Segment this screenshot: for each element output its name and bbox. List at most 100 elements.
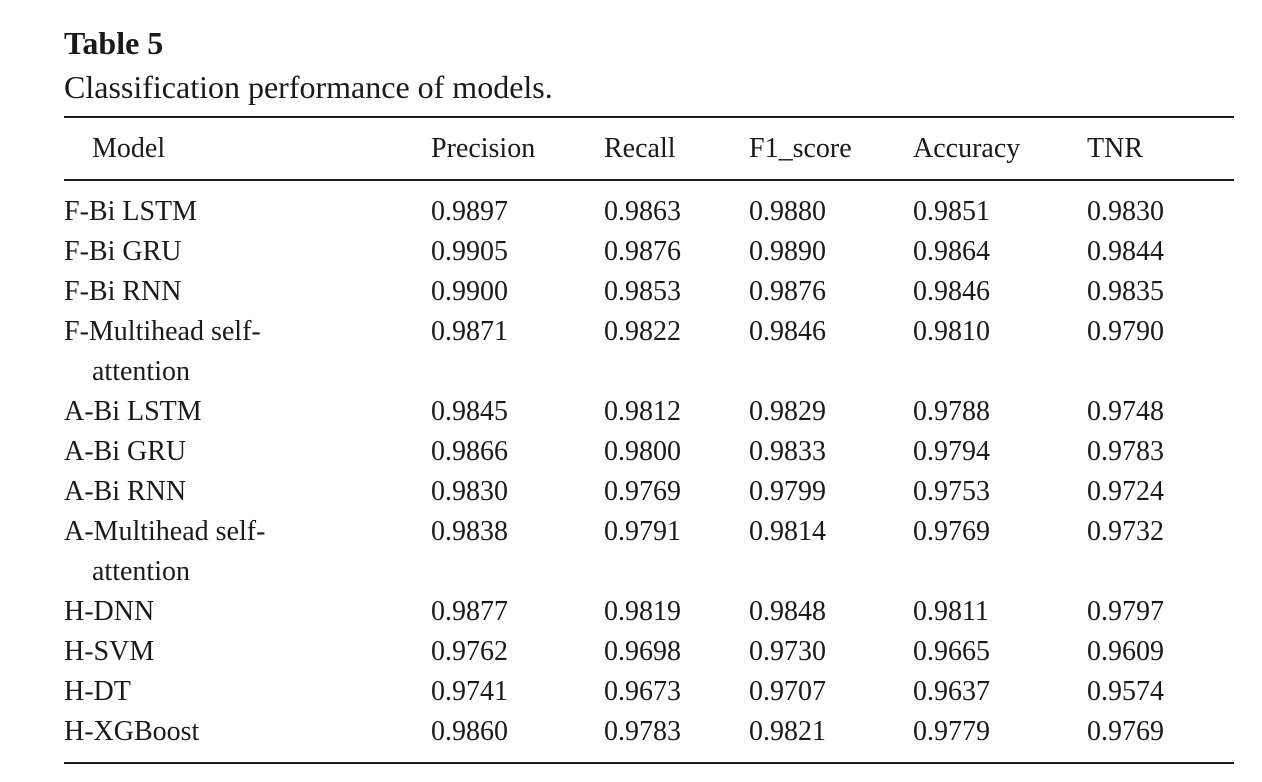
table-row: F-Multihead self-attention 0.9871 0.9822 0.… xyxy=(64,312,1234,392)
table-row: H-SVM 0.9762 0.9698 0.9730 0.9665 0.9609 xyxy=(64,632,1234,672)
cell-precision: 0.9900 xyxy=(431,276,508,307)
table-row: F-Bi RNN 0.9900 0.9853 0.9876 0.9846 0.9835 xyxy=(64,272,1234,312)
cell-accuracy: 0.9637 xyxy=(913,676,990,707)
cell-precision: 0.9838 xyxy=(431,516,508,547)
cell-recall: 0.9819 xyxy=(604,596,681,627)
cell-model: H-DNN xyxy=(64,592,431,632)
cell-model: H-SVM xyxy=(64,632,431,672)
cell-tnr: 0.9844 xyxy=(1087,236,1164,267)
cell-precision: 0.9860 xyxy=(431,716,508,747)
column-header-tnr: TNR xyxy=(1087,133,1143,164)
model-name-line: F-Bi LSTM xyxy=(64,196,198,227)
cell-accuracy: 0.9846 xyxy=(913,276,990,307)
table-row: H-DT 0.9741 0.9673 0.9707 0.9637 0.9574 xyxy=(64,672,1234,712)
table-caption: Classification performance of models. xyxy=(64,69,553,105)
column-header-accuracy: Accuracy xyxy=(913,133,1021,164)
cell-precision: 0.9897 xyxy=(431,196,508,227)
table-row: A-Bi GRU 0.9866 0.9800 0.9833 0.9794 0.9783 xyxy=(64,432,1234,472)
cell-accuracy: 0.9788 xyxy=(913,396,990,427)
cell-recall: 0.9769 xyxy=(604,476,681,507)
table-row: H-XGBoost 0.9860 0.9783 0.9821 0.9779 0.9769 xyxy=(64,712,1234,762)
column-header-precision: Precision xyxy=(431,133,536,164)
model-name-line: F-Multihead self- xyxy=(64,316,261,347)
cell-f1-score: 0.9814 xyxy=(749,516,826,547)
cell-model: A-Bi RNN xyxy=(64,472,431,512)
model-name-line: A-Bi GRU xyxy=(64,436,187,467)
cell-model: A-Bi LSTM xyxy=(64,392,431,432)
cell-recall: 0.9863 xyxy=(604,196,681,227)
cell-precision: 0.9741 xyxy=(431,676,508,707)
table-row: H-DNN 0.9877 0.9819 0.9848 0.9811 0.9797 xyxy=(64,592,1234,632)
cell-f1-score: 0.9848 xyxy=(749,596,826,627)
cell-precision: 0.9905 xyxy=(431,236,508,267)
model-name: H-DNN xyxy=(64,592,431,632)
cell-tnr: 0.9797 xyxy=(1087,596,1164,627)
cell-f1-score: 0.9846 xyxy=(749,316,826,347)
table-block: Table 5 Classification performance of mo… xyxy=(64,24,1234,764)
table-row: F-Bi LSTM 0.9897 0.9863 0.9880 0.9851 0.9830 xyxy=(64,181,1234,232)
cell-model: A-Multihead self-attention xyxy=(64,512,431,592)
model-name: A-Multihead self-attention xyxy=(64,512,431,592)
model-name-line: A-Bi RNN xyxy=(64,476,187,507)
cell-recall: 0.9673 xyxy=(604,676,681,707)
cell-f1-score: 0.9880 xyxy=(749,196,826,227)
model-name: H-SVM xyxy=(64,632,431,672)
cell-recall: 0.9783 xyxy=(604,716,681,747)
cell-model: H-DT xyxy=(64,672,431,712)
model-name: A-Bi GRU xyxy=(64,432,431,472)
model-name-line: H-XGBoost xyxy=(64,716,200,747)
bottom-rule xyxy=(64,762,1234,764)
table-row: A-Bi LSTM 0.9845 0.9812 0.9829 0.9788 0.9748 xyxy=(64,392,1234,432)
cell-tnr: 0.9574 xyxy=(1087,676,1164,707)
header-row: Model Precision Recall F1_score Accuracy… xyxy=(64,118,1234,179)
cell-recall: 0.9822 xyxy=(604,316,681,347)
cell-model: F-Bi GRU xyxy=(64,232,431,272)
model-name-line: attention xyxy=(92,356,190,387)
cell-tnr: 0.9769 xyxy=(1087,716,1164,747)
cell-accuracy: 0.9779 xyxy=(913,716,990,747)
cell-tnr: 0.9732 xyxy=(1087,516,1164,547)
cell-tnr: 0.9835 xyxy=(1087,276,1164,307)
model-name: F-Multihead self-attention xyxy=(64,312,431,392)
cell-f1-score: 0.9876 xyxy=(749,276,826,307)
model-name-line: H-SVM xyxy=(64,636,155,667)
cell-f1-score: 0.9829 xyxy=(749,396,826,427)
cell-accuracy: 0.9794 xyxy=(913,436,990,467)
cell-recall: 0.9853 xyxy=(604,276,681,307)
cell-recall: 0.9876 xyxy=(604,236,681,267)
cell-f1-score: 0.9730 xyxy=(749,636,826,667)
cell-f1-score: 0.9821 xyxy=(749,716,826,747)
model-name: A-Bi RNN xyxy=(64,472,431,512)
cell-f1-score: 0.9799 xyxy=(749,476,826,507)
model-name-line: A-Multihead self- xyxy=(64,516,266,547)
cell-precision: 0.9830 xyxy=(431,476,508,507)
table-header: Model Precision Recall F1_score Accuracy… xyxy=(64,118,1234,179)
cell-tnr: 0.9790 xyxy=(1087,316,1164,347)
cell-accuracy: 0.9769 xyxy=(913,516,990,547)
cell-accuracy: 0.9753 xyxy=(913,476,990,507)
model-name-line: H-DT xyxy=(64,676,131,707)
model-name: H-XGBoost xyxy=(64,712,431,752)
cell-precision: 0.9866 xyxy=(431,436,508,467)
cell-model: A-Bi GRU xyxy=(64,432,431,472)
cell-accuracy: 0.9864 xyxy=(913,236,990,267)
cell-accuracy: 0.9810 xyxy=(913,316,990,347)
cell-accuracy: 0.9851 xyxy=(913,196,990,227)
cell-precision: 0.9871 xyxy=(431,316,508,347)
cell-precision: 0.9762 xyxy=(431,636,508,667)
cell-tnr: 0.9609 xyxy=(1087,636,1164,667)
top-rule xyxy=(64,116,1234,118)
model-name: F-Bi GRU xyxy=(64,232,431,272)
cell-recall: 0.9698 xyxy=(604,636,681,667)
cell-recall: 0.9791 xyxy=(604,516,681,547)
table-body: F-Bi LSTM 0.9897 0.9863 0.9880 0.9851 0.9830 F… xyxy=(64,181,1234,762)
cell-model: F-Bi LSTM xyxy=(64,181,431,232)
model-name-line: F-Bi RNN xyxy=(64,276,182,307)
table-label: Table 5 xyxy=(64,25,164,61)
model-name: F-Bi RNN xyxy=(64,272,431,312)
cell-f1-score: 0.9707 xyxy=(749,676,826,707)
model-name-line: F-Bi GRU xyxy=(64,236,182,267)
model-name: H-DT xyxy=(64,672,431,712)
column-header-model: Model xyxy=(92,133,166,164)
model-name: F-Bi LSTM xyxy=(64,192,431,232)
